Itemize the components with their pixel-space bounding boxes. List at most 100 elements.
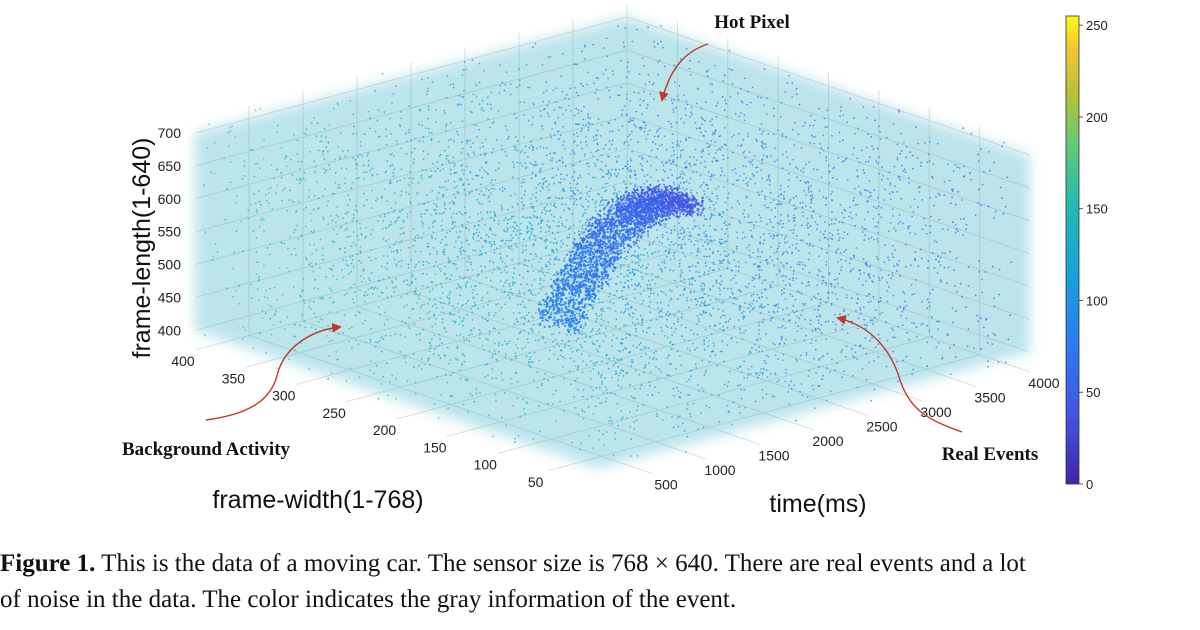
noise-point xyxy=(926,307,928,310)
noise-point xyxy=(670,348,673,350)
noise-point xyxy=(738,411,741,414)
noise-point xyxy=(560,349,563,352)
noise-point xyxy=(634,173,636,175)
noise-point xyxy=(784,284,787,286)
noise-point xyxy=(723,250,726,253)
noise-point xyxy=(582,118,585,121)
noise-point xyxy=(370,271,373,274)
noise-point xyxy=(737,384,739,387)
noise-point xyxy=(610,423,613,425)
noise-point xyxy=(896,380,899,383)
noise-point xyxy=(902,170,905,172)
noise-point xyxy=(608,140,611,143)
noise-point xyxy=(598,328,601,330)
noise-point xyxy=(761,350,764,353)
noise-point xyxy=(310,230,313,233)
noise-point xyxy=(726,385,729,388)
noise-point xyxy=(748,221,751,224)
noise-point xyxy=(602,248,604,251)
noise-point xyxy=(561,203,563,206)
noise-point xyxy=(738,405,741,408)
noise-point xyxy=(503,269,506,272)
noise-point xyxy=(788,278,791,280)
noise-point xyxy=(625,337,628,339)
noise-point xyxy=(640,266,642,269)
noise-point xyxy=(704,371,707,374)
noise-point xyxy=(955,228,958,231)
noise-point xyxy=(856,327,859,330)
noise-point xyxy=(505,265,507,268)
noise-point xyxy=(780,293,783,296)
noise-point xyxy=(856,293,859,296)
noise-point xyxy=(769,256,772,258)
noise-point xyxy=(414,278,417,280)
noise-point xyxy=(256,288,259,291)
noise-point xyxy=(627,285,630,287)
noise-point xyxy=(679,294,682,297)
noise-point xyxy=(582,85,584,88)
noise-point xyxy=(603,444,605,447)
noise-point xyxy=(541,285,544,288)
noise-point xyxy=(743,332,745,334)
noise-point xyxy=(539,110,542,112)
noise-point xyxy=(713,228,716,231)
noise-point xyxy=(399,233,402,236)
noise-point xyxy=(573,153,576,156)
noise-point xyxy=(458,275,461,278)
noise-point xyxy=(647,255,649,258)
noise-point xyxy=(486,103,489,106)
noise-point xyxy=(525,355,528,357)
noise-point xyxy=(610,391,613,394)
noise-point xyxy=(558,258,561,261)
noise-point xyxy=(481,202,484,205)
noise-point xyxy=(856,175,859,178)
noise-point xyxy=(477,213,479,216)
noise-point xyxy=(828,273,831,276)
noise-point xyxy=(598,439,601,441)
noise-point xyxy=(226,188,229,191)
noise-point xyxy=(858,278,860,280)
noise-point xyxy=(758,296,760,299)
noise-point xyxy=(704,101,707,103)
noise-point xyxy=(623,311,625,314)
noise-point xyxy=(828,223,831,226)
noise-point xyxy=(708,248,711,251)
noise-point xyxy=(575,132,578,134)
noise-point xyxy=(761,295,763,298)
noise-point xyxy=(528,86,531,89)
noise-point xyxy=(749,161,752,164)
noise-point xyxy=(560,75,562,78)
noise-point xyxy=(949,202,952,205)
noise-point xyxy=(769,319,772,322)
noise-point xyxy=(638,344,641,346)
noise-point xyxy=(626,66,629,68)
noise-point xyxy=(486,320,489,322)
noise-point xyxy=(758,194,760,197)
noise-point xyxy=(381,195,383,198)
noise-point xyxy=(607,171,610,173)
noise-point xyxy=(740,389,743,391)
noise-point xyxy=(785,275,787,278)
noise-point xyxy=(600,318,603,320)
noise-point xyxy=(670,232,672,235)
noise-point xyxy=(457,103,460,106)
noise-point xyxy=(546,147,549,150)
noise-point xyxy=(748,282,750,285)
noise-point xyxy=(363,192,365,195)
noise-point xyxy=(359,289,361,291)
noise-point xyxy=(926,324,928,327)
noise-point xyxy=(315,181,318,183)
noise-point xyxy=(597,350,599,353)
noise-point xyxy=(720,216,723,218)
noise-point xyxy=(599,168,602,171)
noise-point xyxy=(561,161,564,164)
noise-point xyxy=(774,373,777,376)
noise-point xyxy=(770,208,773,211)
noise-point xyxy=(823,117,826,120)
noise-point xyxy=(433,209,435,211)
noise-point xyxy=(656,147,659,150)
noise-point xyxy=(682,252,685,254)
noise-point xyxy=(433,265,435,268)
noise-point xyxy=(459,377,462,380)
noise-point xyxy=(808,284,811,287)
